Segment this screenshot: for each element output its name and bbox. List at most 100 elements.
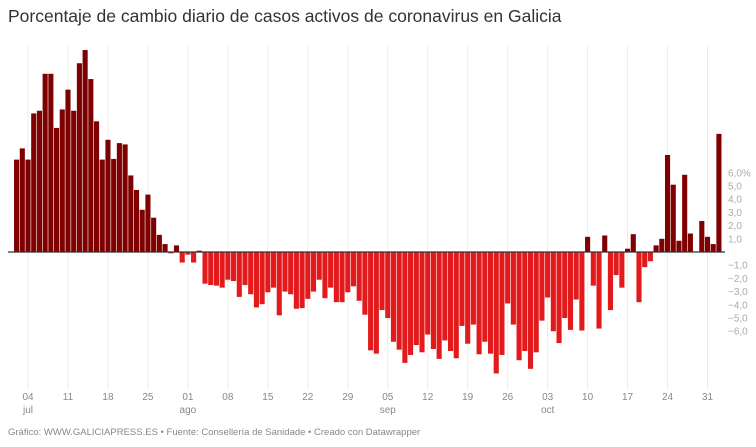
bar-jul-06 bbox=[36, 110, 42, 252]
bar-jul-05 bbox=[31, 113, 37, 253]
bar-jul-03 bbox=[19, 148, 25, 252]
bar-sep-07 bbox=[396, 252, 402, 350]
bar-oct-25 bbox=[670, 184, 676, 252]
bar-ago-19 bbox=[288, 252, 294, 295]
x-tick-label: 22 bbox=[302, 392, 314, 403]
bar-ago-03 bbox=[196, 250, 202, 252]
y-tick-label: −6,0 bbox=[728, 327, 748, 338]
x-tick-label: 04 bbox=[22, 392, 34, 403]
x-tick-label: 25 bbox=[142, 392, 154, 403]
x-month-label: sep bbox=[380, 405, 397, 416]
bar-ago-12 bbox=[248, 252, 254, 295]
y-tick-label: −2,0 bbox=[728, 274, 748, 285]
bar-oct-07 bbox=[567, 252, 574, 330]
bar-ago-02 bbox=[191, 252, 197, 263]
bar-jul-29 bbox=[168, 252, 174, 254]
bar-sep-22 bbox=[482, 252, 488, 342]
bars bbox=[14, 50, 722, 374]
bar-sep-18 bbox=[459, 252, 465, 326]
y-tick-label: 5,0 bbox=[728, 182, 742, 193]
bar-ago-23 bbox=[310, 252, 317, 292]
x-tick-label: 03 bbox=[542, 392, 554, 403]
bar-ago-31 bbox=[356, 252, 362, 301]
bar-sep-11 bbox=[419, 252, 425, 353]
y-tick-label: −4,0 bbox=[728, 300, 748, 311]
bar-ago-16 bbox=[270, 252, 277, 288]
bar-jul-10 bbox=[59, 109, 65, 252]
bar-jul-28 bbox=[162, 244, 168, 252]
bar-jul-22 bbox=[128, 175, 134, 252]
bar-oct-12 bbox=[596, 252, 602, 329]
bar-oct-23 bbox=[659, 238, 665, 252]
bar-oct-08 bbox=[573, 252, 579, 300]
bar-ago-22 bbox=[305, 252, 311, 299]
bar-ago-05 bbox=[208, 252, 214, 285]
bar-nov-02 bbox=[716, 133, 722, 252]
bar-oct-21 bbox=[647, 252, 653, 262]
bar-oct-31 bbox=[704, 236, 711, 252]
x-axis: 04 jul 11 18 25 01 ago 08 15 22 29 05 sep 12 19 26 03 oct… bbox=[22, 392, 713, 416]
bar-sep-16 bbox=[448, 252, 454, 351]
bar-oct-28 bbox=[687, 233, 693, 252]
bar-sep-28 bbox=[516, 252, 522, 361]
bar-sep-06 bbox=[390, 252, 397, 342]
bar-sep-01 bbox=[362, 252, 368, 315]
x-tick-label: 11 bbox=[63, 392, 74, 403]
bar-ago-24 bbox=[316, 252, 322, 280]
bar-jul-23 bbox=[133, 189, 140, 252]
bar-ago-30 bbox=[350, 252, 357, 287]
chart-footer: Gráfico: WWW.GALICIAPRESS.ES • Fuente: C… bbox=[8, 427, 421, 438]
bar-jul-04 bbox=[25, 159, 31, 252]
x-tick-label: 10 bbox=[582, 392, 594, 403]
bar-jul-12 bbox=[71, 110, 77, 252]
bar-sep-19 bbox=[465, 252, 471, 344]
bar-oct-17 bbox=[625, 248, 631, 252]
x-tick-label: 29 bbox=[342, 392, 354, 403]
bar-sep-13 bbox=[430, 252, 436, 350]
bar-sep-27 bbox=[510, 252, 516, 325]
bar-jul-07 bbox=[42, 73, 48, 252]
bar-sep-24 bbox=[493, 252, 499, 374]
y-tick-label: 4,0 bbox=[728, 195, 742, 206]
x-tick-label: 12 bbox=[422, 392, 434, 403]
bar-jul-02 bbox=[14, 159, 20, 252]
bar-ago-15 bbox=[265, 252, 271, 293]
bar-oct-02 bbox=[539, 252, 545, 321]
bar-sep-08 bbox=[402, 252, 408, 363]
bar-oct-14 bbox=[607, 252, 613, 311]
bar-jul-08 bbox=[48, 73, 54, 252]
bar-ago-26 bbox=[328, 252, 334, 288]
bar-sep-29 bbox=[522, 252, 528, 351]
bar-oct-01 bbox=[533, 252, 539, 353]
bar-sep-04 bbox=[379, 252, 385, 311]
x-tick-label: 24 bbox=[662, 392, 674, 403]
bar-ago-01 bbox=[185, 252, 191, 255]
bar-oct-04 bbox=[550, 252, 556, 332]
bar-oct-19 bbox=[636, 252, 642, 303]
x-tick-label: 01 bbox=[182, 392, 194, 403]
bar-ago-20 bbox=[293, 252, 299, 309]
bar-oct-30 bbox=[699, 220, 705, 252]
bar-jul-09 bbox=[54, 127, 60, 252]
bar-ago-10 bbox=[236, 252, 242, 297]
chart-title: Porcentaje de cambio diario de casos act… bbox=[8, 6, 562, 26]
bar-oct-22 bbox=[653, 245, 659, 252]
x-tick-label: 17 bbox=[622, 392, 634, 403]
bar-oct-05 bbox=[556, 252, 562, 344]
bar-ago-27 bbox=[333, 252, 339, 303]
bar-ago-14 bbox=[259, 252, 265, 305]
bar-ago-29 bbox=[345, 252, 351, 293]
bar-ago-07 bbox=[219, 252, 225, 288]
bar-sep-23 bbox=[487, 252, 494, 354]
x-tick-label: 18 bbox=[102, 392, 114, 403]
bar-sep-03 bbox=[373, 252, 379, 354]
bar-ago-28 bbox=[339, 252, 345, 303]
bar-ago-06 bbox=[213, 252, 220, 286]
bar-jul-18 bbox=[105, 139, 111, 252]
bar-sep-30 bbox=[527, 252, 534, 369]
bar-ago-25 bbox=[322, 252, 328, 299]
bar-sep-15 bbox=[442, 252, 448, 341]
bar-jul-20 bbox=[116, 143, 122, 252]
x-month-label: oct bbox=[541, 405, 555, 416]
bar-oct-13 bbox=[602, 235, 608, 252]
